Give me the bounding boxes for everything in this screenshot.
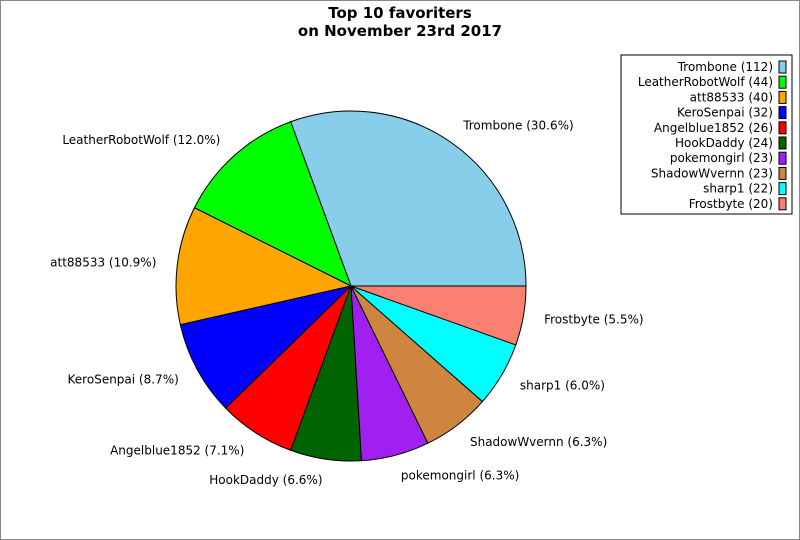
- legend-label: KeroSenpai (32): [677, 106, 773, 120]
- legend-label: pokemongirl (23): [670, 151, 773, 165]
- slice-label: Trombone (30.6%): [462, 118, 574, 132]
- legend-label: Trombone (112): [677, 60, 773, 74]
- slice-label: HookDaddy (6.6%): [209, 473, 322, 487]
- slice-label: Angelblue1852 (7.1%): [110, 443, 244, 457]
- slice-label: ShadowWvernn (6.3%): [470, 435, 607, 449]
- legend-swatch: [778, 182, 787, 196]
- pie-slice-KeroSenpai: [179, 285, 353, 409]
- pie-slice-LeatherRobotWolf: [193, 121, 352, 288]
- pie-slice-Frostbyte: [350, 285, 527, 346]
- slice-label: sharp1 (6.0%): [520, 378, 605, 392]
- legend-swatch: [778, 136, 787, 150]
- legend-swatch: [778, 106, 787, 120]
- legend-label: sharp1 (22): [703, 182, 773, 196]
- slice-label: LeatherRobotWolf (12.0%): [62, 133, 220, 147]
- legend-label: att88533 (40): [690, 90, 773, 104]
- legend-swatch: [778, 90, 787, 104]
- legend-label: Angelblue1852 (26): [654, 121, 773, 135]
- legend-label: HookDaddy (24): [675, 136, 773, 150]
- slice-label: KeroSenpai (8.7%): [68, 373, 179, 387]
- chart-title-line-2: on November 23rd 2017: [298, 22, 502, 40]
- legend-label: ShadowWvernn (23): [651, 166, 773, 180]
- slice-label: pokemongirl (6.3%): [401, 469, 519, 483]
- legend-box: [620, 54, 793, 215]
- legend-swatch: [778, 151, 787, 165]
- chart-title-line-1: Top 10 favoriters: [328, 4, 472, 22]
- slice-label: att88533 (10.9%): [50, 256, 156, 270]
- slice-label: Frostbyte (5.5%): [544, 312, 643, 326]
- legend-swatch: [778, 60, 787, 74]
- legend: Trombone (112)LeatherRobotWolf (44)att88…: [620, 54, 793, 215]
- legend-label: LeatherRobotWolf (44): [638, 75, 773, 89]
- legend-swatch: [778, 197, 787, 211]
- legend-label: Frostbyte (20): [689, 197, 773, 211]
- legend-swatch: [778, 75, 787, 89]
- legend-swatch: [778, 121, 787, 135]
- pie-slice-Trombone: [290, 110, 527, 287]
- legend-swatch: [778, 166, 787, 180]
